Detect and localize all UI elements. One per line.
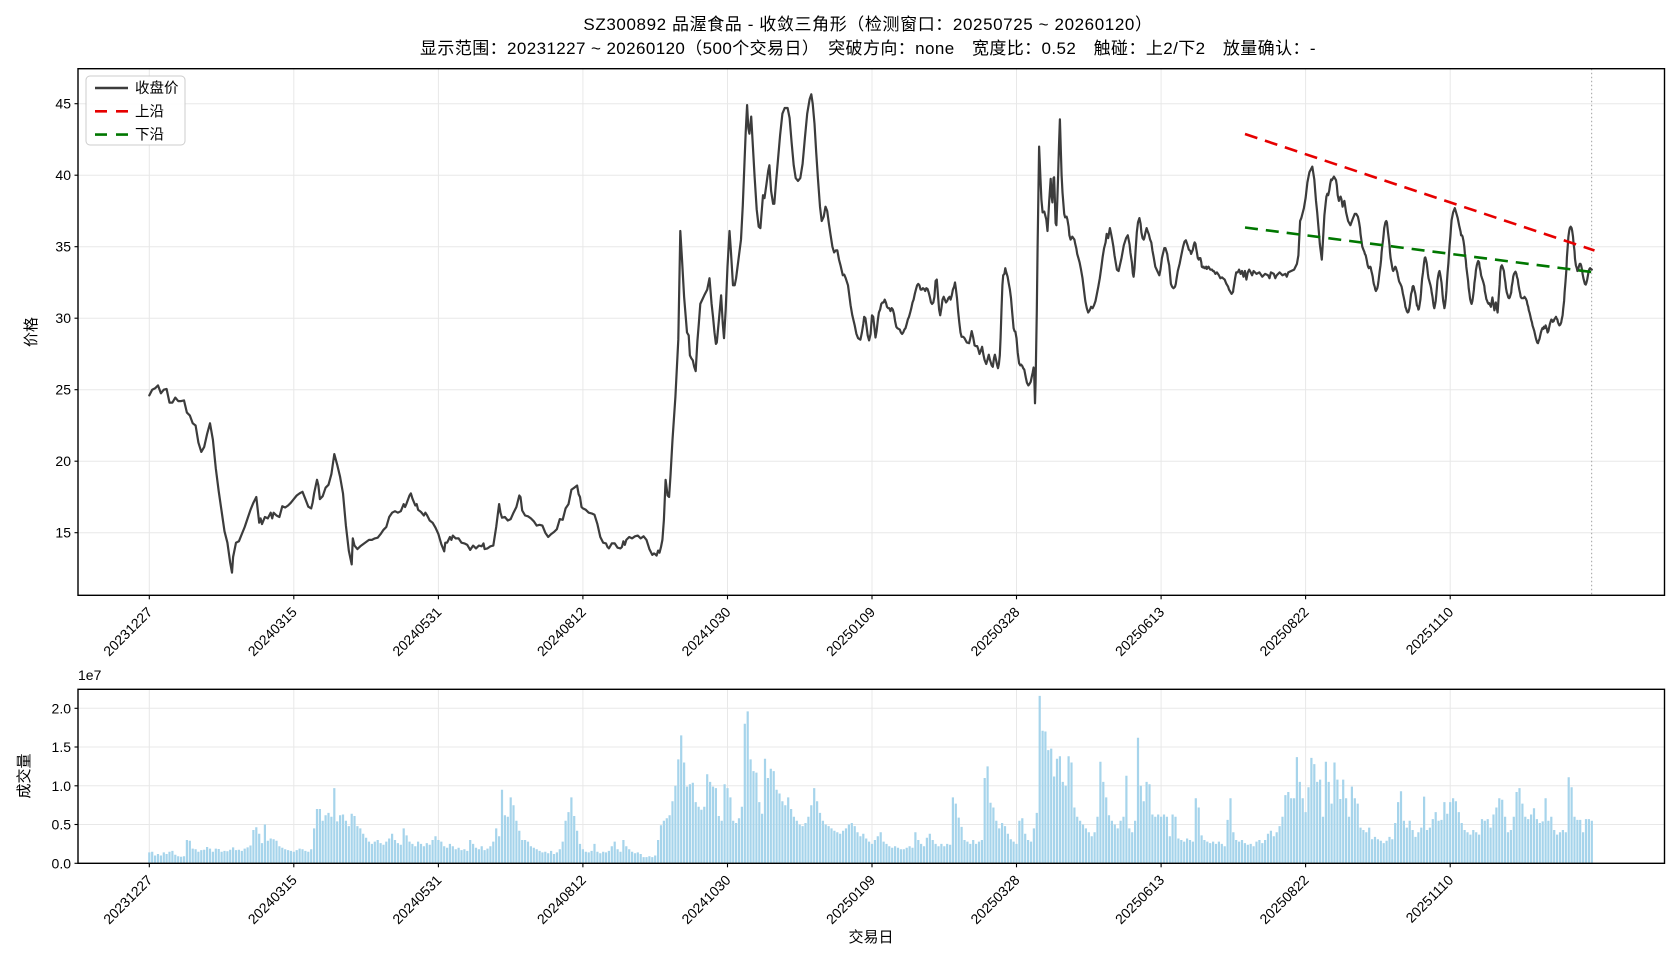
svg-text:15: 15	[55, 525, 71, 541]
svg-text:25: 25	[55, 382, 71, 398]
svg-text:1.0: 1.0	[52, 778, 72, 794]
svg-text:2.0: 2.0	[52, 700, 72, 716]
svg-text:1e7: 1e7	[78, 667, 102, 683]
svg-text:0.0: 0.0	[52, 855, 72, 871]
svg-text:上沿: 上沿	[135, 103, 164, 120]
svg-text:40: 40	[55, 167, 71, 183]
svg-text:0.5: 0.5	[52, 817, 72, 833]
svg-text:显示范围：20231227 ~ 20260120（500个交: 显示范围：20231227 ~ 20260120（500个交易日） 突破方向：n…	[420, 39, 1316, 58]
svg-text:成交量: 成交量	[15, 753, 33, 798]
svg-text:45: 45	[55, 96, 71, 112]
svg-text:1.5: 1.5	[52, 739, 72, 755]
svg-text:价格: 价格	[23, 317, 40, 347]
svg-text:30: 30	[55, 310, 71, 326]
svg-text:交易日: 交易日	[848, 928, 893, 946]
svg-text:下沿: 下沿	[135, 127, 164, 144]
svg-text:SZ300892 品渥食品 - 收敛三角形（检测窗口：202: SZ300892 品渥食品 - 收敛三角形（检测窗口：20250725 ~ 20…	[583, 15, 1152, 34]
svg-text:收盘价: 收盘价	[135, 79, 179, 97]
svg-text:20: 20	[55, 453, 71, 469]
svg-text:35: 35	[55, 239, 71, 255]
